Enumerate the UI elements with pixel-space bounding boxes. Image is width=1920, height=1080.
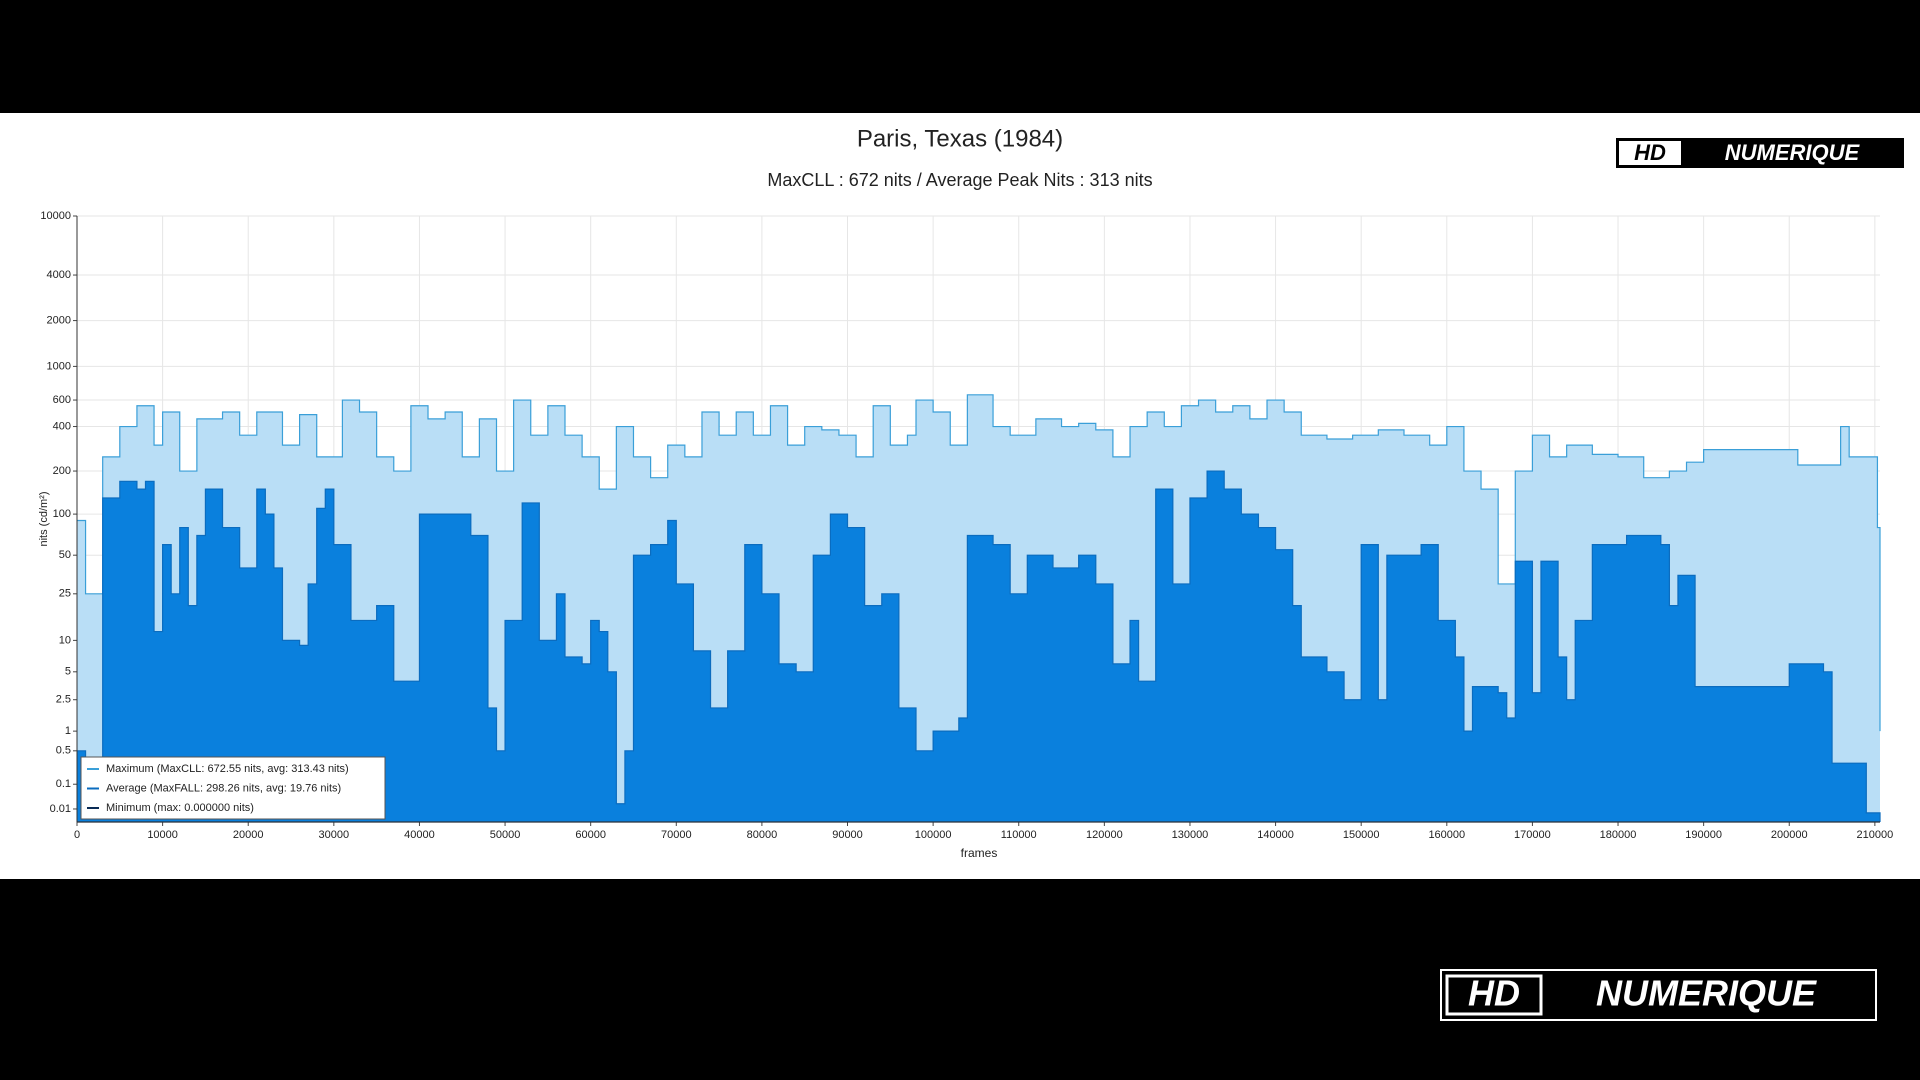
y-tick-label: 2000	[47, 314, 71, 326]
x-tick-label: 80000	[747, 829, 778, 841]
x-tick-label: 60000	[575, 829, 606, 841]
y-tick-label: 25	[59, 588, 71, 600]
legend-label: Minimum (max: 0.000000 nits)	[106, 802, 254, 814]
y-tick-label: 200	[53, 465, 71, 477]
x-tick-label: 160000	[1428, 829, 1465, 841]
x-tick-label: 170000	[1514, 829, 1551, 841]
legend-box	[80, 756, 386, 820]
x-tick-label: 20000	[233, 829, 264, 841]
logo-box	[1619, 141, 1681, 165]
legend-label: Average (MaxFALL: 298.26 nits, avg: 19.7…	[106, 782, 341, 794]
chart-title: Paris, Texas (1984)	[857, 125, 1063, 152]
y-axis-label: nits (cd/m²)	[38, 492, 50, 547]
x-tick-label: 140000	[1257, 829, 1294, 841]
logo-text: NUMERIQUE	[1725, 140, 1861, 165]
x-tick-label: 100000	[915, 829, 952, 841]
x-tick-label: 190000	[1685, 829, 1722, 841]
x-tick-label: 110000	[1001, 829, 1037, 841]
y-tick-label: 100	[53, 508, 71, 520]
x-tick-label: 70000	[661, 829, 692, 841]
x-tick-label: 180000	[1600, 829, 1637, 841]
y-tick-label: 0.01	[50, 803, 71, 815]
x-tick-label: 150000	[1343, 829, 1380, 841]
y-tick-label: 1	[65, 725, 71, 737]
y-tick-label: 10	[59, 634, 71, 646]
y-tick-label: 0.1	[56, 778, 71, 790]
logo-text: NUMERIQUE	[1596, 973, 1817, 1014]
logo-top: HD NUMERIQUE	[1616, 138, 1904, 168]
y-tick-label: 400	[53, 420, 71, 432]
logo-box	[1445, 974, 1543, 1016]
x-tick-label: 120000	[1086, 829, 1123, 841]
y-tick-label: 2.5	[56, 694, 71, 706]
legend-label: Maximum (MaxCLL: 672.55 nits, avg: 313.4…	[106, 763, 349, 775]
y-tick-label: 50	[59, 549, 71, 561]
x-axis-label: frames	[961, 846, 998, 860]
x-tick-label: 10000	[147, 829, 178, 841]
x-tick-label: 0	[74, 829, 80, 841]
x-tick-label: 210000	[1857, 829, 1894, 841]
x-tick-label: 30000	[319, 829, 350, 841]
y-tick-label: 4000	[47, 269, 71, 281]
logo-text: HD	[1634, 140, 1666, 165]
area-line	[77, 470, 1881, 822]
chart-subtitle: MaxCLL : 672 nits / Average Peak Nits : …	[767, 170, 1152, 190]
y-tick-label: 0.5	[56, 745, 71, 757]
logo-text: HD	[1468, 973, 1520, 1014]
y-tick-label: 1000	[47, 360, 71, 372]
area-fill	[77, 471, 1880, 822]
x-tick-label: 130000	[1172, 829, 1209, 841]
x-tick-label: 40000	[404, 829, 435, 841]
x-tick-label: 90000	[832, 829, 863, 841]
logo-bottom: HD NUMERIQUE	[1440, 969, 1877, 1021]
y-tick-label: 10000	[40, 210, 71, 222]
y-tick-label: 600	[53, 394, 71, 406]
x-tick-label: 200000	[1771, 829, 1808, 841]
logo-box	[1440, 969, 1877, 1021]
x-tick-label: 50000	[490, 829, 521, 841]
y-tick-label: 5	[65, 666, 71, 678]
legend: Maximum (MaxCLL: 672.55 nits, avg: 313.4…	[80, 756, 386, 820]
